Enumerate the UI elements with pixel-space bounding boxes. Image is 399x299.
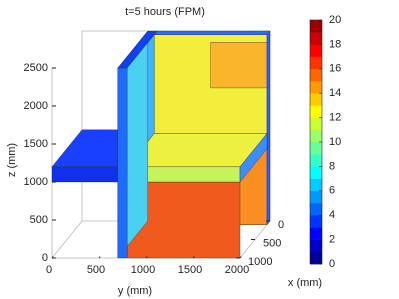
colorbar-band [310,81,322,94]
colorbar-band [310,251,322,265]
z-tick-label: 2500 [24,62,48,74]
y-tick-label: 500 [87,264,105,276]
colorbar-tick-label: 14 [329,87,341,99]
z-tick-label: 500 [30,214,48,226]
back-wall-hot [210,42,268,89]
x-tick-label: 500 [263,237,281,249]
back-wall-right [266,30,271,226]
colorbar-band [310,20,322,33]
y-tick-label: 1000 [131,264,155,276]
y-axis-label: y (mm) [118,285,152,297]
colorbar-band [310,203,322,216]
colorbar-band [310,105,322,118]
colorbar-tick-label: 2 [329,234,335,246]
y-tick [145,256,148,259]
wall-front [117,67,128,259]
colorbar-band [310,227,322,240]
z-tick-label: 1000 [24,176,48,188]
y-tick-label: 2000 [225,264,249,276]
colorbar-band [310,178,322,192]
colorbar-band [310,44,322,57]
x-tick-label: 1000 [248,256,272,268]
y-tick [192,256,195,259]
z-axis-label: z (mm) [6,143,18,177]
z-tick-label: 0 [42,252,48,264]
y-tick-label: 0 [46,264,52,276]
colorbar-band [310,215,322,228]
colorbar-band [310,190,322,204]
colorbar-band [310,93,322,106]
colorbar-band [310,154,322,167]
colorbar-tick-label: 12 [329,112,341,124]
y-tick [98,256,101,259]
y-tick [51,256,54,259]
colorbar-tick-label: 6 [329,185,335,197]
axis-box-line [51,220,83,259]
colorbar-band [310,166,322,179]
x-tick-label: 0 [278,219,284,231]
slab-front-left [51,166,118,183]
colorbar-tick-label: 4 [329,209,335,221]
colorbar-tick-label: 18 [329,38,341,50]
z-tick-label: 1500 [24,138,48,150]
colorbar-band [310,32,322,45]
slab-right [239,133,268,183]
colorbar-band [310,129,322,143]
colorbar-tick-label: 20 [329,14,341,26]
x-axis-label: x (mm) [288,277,322,289]
colorbar-tick-label: 16 [329,63,341,75]
back-wall-edge [153,30,271,35]
colorbar-band [310,142,322,155]
colorbar-tick-label: 0 [329,258,335,270]
colorbar-tick-label: 10 [329,136,341,148]
colorbar-band [310,56,322,70]
chart-title: t=5 hours (FPM) [125,6,205,18]
colorbar-band [310,117,322,131]
y-tick [239,256,242,259]
plot-area [51,30,271,259]
z-tick-label: 2000 [24,100,48,112]
colorbar-band [310,68,322,82]
wall-top [117,30,158,69]
y-tick-label: 1500 [178,264,202,276]
colorbar-band [310,239,322,253]
colorbar-tick-label: 8 [329,160,335,172]
